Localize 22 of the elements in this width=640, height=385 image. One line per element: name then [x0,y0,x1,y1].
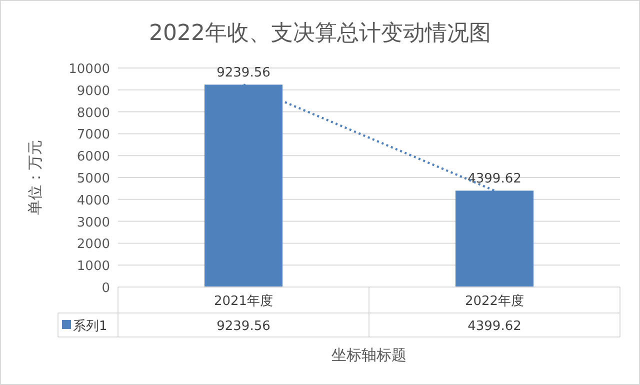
data-label: 9239.56 [216,319,270,334]
x-tick-label: 2021年度 [214,293,274,309]
data-label: 4399.62 [468,319,522,334]
y-tick-label: 10000 [68,62,110,77]
y-tick-label: 6000 [76,150,110,165]
y-axis-title: 单位：万元 [26,140,44,215]
data-label: 4399.62 [468,172,522,187]
data-label: 9239.56 [216,66,270,81]
y-tick-label: 1000 [76,259,110,274]
y-tick-label: 0 [102,281,110,296]
y-tick-label: 2000 [76,237,110,252]
x-tick-label: 2022年度 [464,293,524,309]
y-tick-label: 5000 [76,172,110,186]
chart-title: 2022年收、支决算总计变动情况图 [149,21,491,46]
y-tick-label: 3000 [76,215,110,230]
legend: 系列1 [62,319,108,334]
y-tick-label: 7000 [76,128,110,143]
y-tick-label: 8000 [76,106,110,121]
y-tick-label: 4000 [76,193,110,208]
x-axis-title: 坐标轴标题 [332,346,406,364]
y-tick-label: 9000 [76,84,110,99]
legend-label: 系列1 [73,319,108,334]
